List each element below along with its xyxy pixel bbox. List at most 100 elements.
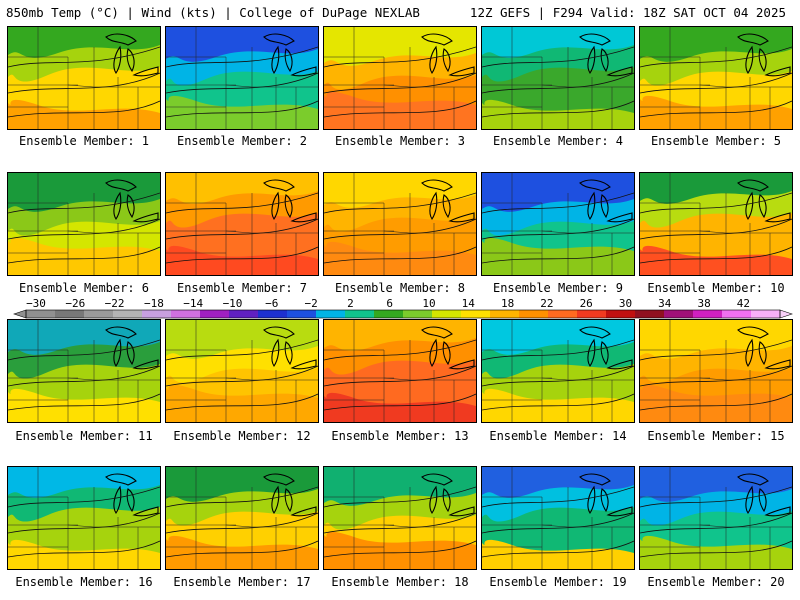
temperature-map: [482, 467, 634, 569]
colorbar-swatch: [84, 310, 114, 318]
colorbar-swatch: [403, 310, 433, 318]
ensemble-member-label: Ensemble Member: 5: [650, 134, 782, 148]
colorbar-swatch: [374, 310, 404, 318]
temperature-map: [166, 27, 318, 129]
colorbar-tick-label: −10: [222, 297, 243, 310]
colorbar-swatch: [432, 310, 462, 318]
temperature-map: [8, 467, 160, 569]
ensemble-member-label: Ensemble Member: 18: [331, 575, 469, 589]
temperature-map: [324, 320, 476, 422]
ensemble-panel-3: [323, 26, 477, 130]
ensemble-panel-13: [323, 319, 477, 423]
ensemble-panel-17: [165, 466, 319, 570]
ensemble-panel-7: [165, 172, 319, 276]
colorbar-low-arrow: [13, 309, 27, 319]
temperature-map: [8, 27, 160, 129]
colorbar-tick-label: 26: [579, 297, 593, 310]
colorbar-swatch: [751, 310, 781, 318]
ensemble-member-label: Ensemble Member: 17: [173, 575, 311, 589]
colorbar-swatch: [664, 310, 694, 318]
temperature-map: [482, 320, 634, 422]
ensemble-panel-18: [323, 466, 477, 570]
colorbar-swatch: [490, 310, 520, 318]
ensemble-panel-9: [481, 172, 635, 276]
colorbar-swatch: [548, 310, 578, 318]
temperature-colorbar: −30 −26 −22 −18 −14 −10 −6 −2 2 6 10 14 18 22 26 30 34 38…: [0, 297, 800, 321]
temperature-map: [166, 467, 318, 569]
ensemble-member-label: Ensemble Member: 10: [647, 281, 785, 295]
colorbar-swatch: [577, 310, 607, 318]
colorbar-swatch: [606, 310, 636, 318]
colorbar-tick-label: −2: [304, 297, 318, 310]
colorbar-tick-label: 14: [461, 297, 475, 310]
colorbar-graphic: [13, 309, 793, 319]
colorbar-swatch: [258, 310, 288, 318]
colorbar-frame: [25, 309, 781, 319]
map-title: 850mb Temp (°C) | Wind (kts) | College o…: [6, 5, 420, 20]
ensemble-panel-11: [7, 319, 161, 423]
temperature-map: [8, 320, 160, 422]
temperature-map: [640, 320, 792, 422]
colorbar-tick-label: 2: [347, 297, 354, 310]
colorbar-swatch: [26, 310, 56, 318]
temperature-map: [640, 173, 792, 275]
colorbar-swatch: [722, 310, 752, 318]
colorbar-tick-label: 6: [386, 297, 393, 310]
colorbar-swatch: [113, 310, 143, 318]
colorbar-swatch: [316, 310, 346, 318]
colorbar-tick-label: 38: [697, 297, 711, 310]
ensemble-member-label: Ensemble Member: 6: [18, 281, 150, 295]
colorbar-swatch: [635, 310, 665, 318]
temperature-map: [640, 467, 792, 569]
ensemble-panel-12: [165, 319, 319, 423]
ensemble-member-label: Ensemble Member: 8: [334, 281, 466, 295]
colorbar-high-arrow: [779, 309, 793, 319]
ensemble-panel-10: [639, 172, 793, 276]
colorbar-swatch: [229, 310, 259, 318]
ensemble-panel-2: [165, 26, 319, 130]
ensemble-member-label: Ensemble Member: 4: [492, 134, 624, 148]
ensemble-member-label: Ensemble Member: 15: [647, 429, 785, 443]
colorbar-tick-label: 10: [422, 297, 436, 310]
ensemble-member-label: Ensemble Member: 3: [334, 134, 466, 148]
colorbar-tick-label: −6: [265, 297, 279, 310]
colorbar-swatch: [55, 310, 85, 318]
ensemble-member-label: Ensemble Member: 13: [331, 429, 469, 443]
colorbar-swatch: [142, 310, 172, 318]
ensemble-panel-20: [639, 466, 793, 570]
colorbar-tick-label: −14: [183, 297, 204, 310]
temperature-map: [324, 467, 476, 569]
temperature-map: [324, 173, 476, 275]
colorbar-swatch: [287, 310, 317, 318]
ensemble-member-label: Ensemble Member: 14: [489, 429, 627, 443]
ensemble-panel-14: [481, 319, 635, 423]
ensemble-member-label: Ensemble Member: 20: [647, 575, 785, 589]
temperature-map: [640, 27, 792, 129]
colorbar-tick-label: −26: [65, 297, 86, 310]
ensemble-member-label: Ensemble Member: 2: [176, 134, 308, 148]
colorbar-swatch: [345, 310, 375, 318]
ensemble-panel-5: [639, 26, 793, 130]
colorbar-tick-label: −22: [104, 297, 125, 310]
ensemble-member-label: Ensemble Member: 12: [173, 429, 311, 443]
colorbar-tick-label: 18: [500, 297, 515, 310]
temperature-map: [482, 27, 634, 129]
ensemble-member-label: Ensemble Member: 9: [492, 281, 624, 295]
colorbar-swatch: [461, 310, 491, 318]
ensemble-member-label: Ensemble Member: 11: [15, 429, 153, 443]
ensemble-panel-19: [481, 466, 635, 570]
ensemble-panel-6: [7, 172, 161, 276]
colorbar-tick-label: 42: [736, 297, 751, 310]
temperature-map: [8, 173, 160, 275]
colorbar-tick-label: 22: [540, 297, 554, 310]
ensemble-member-label: Ensemble Member: 7: [176, 281, 308, 295]
colorbar-tick-label: 30: [618, 297, 633, 310]
colorbar-swatch: [693, 310, 723, 318]
ensemble-panel-15: [639, 319, 793, 423]
temperature-map: [166, 173, 318, 275]
ensemble-member-label: Ensemble Member: 16: [15, 575, 153, 589]
colorbar-tick-label: −18: [143, 297, 164, 310]
ensemble-panel-16: [7, 466, 161, 570]
temperature-map: [482, 173, 634, 275]
ensemble-member-label: Ensemble Member: 19: [489, 575, 627, 589]
